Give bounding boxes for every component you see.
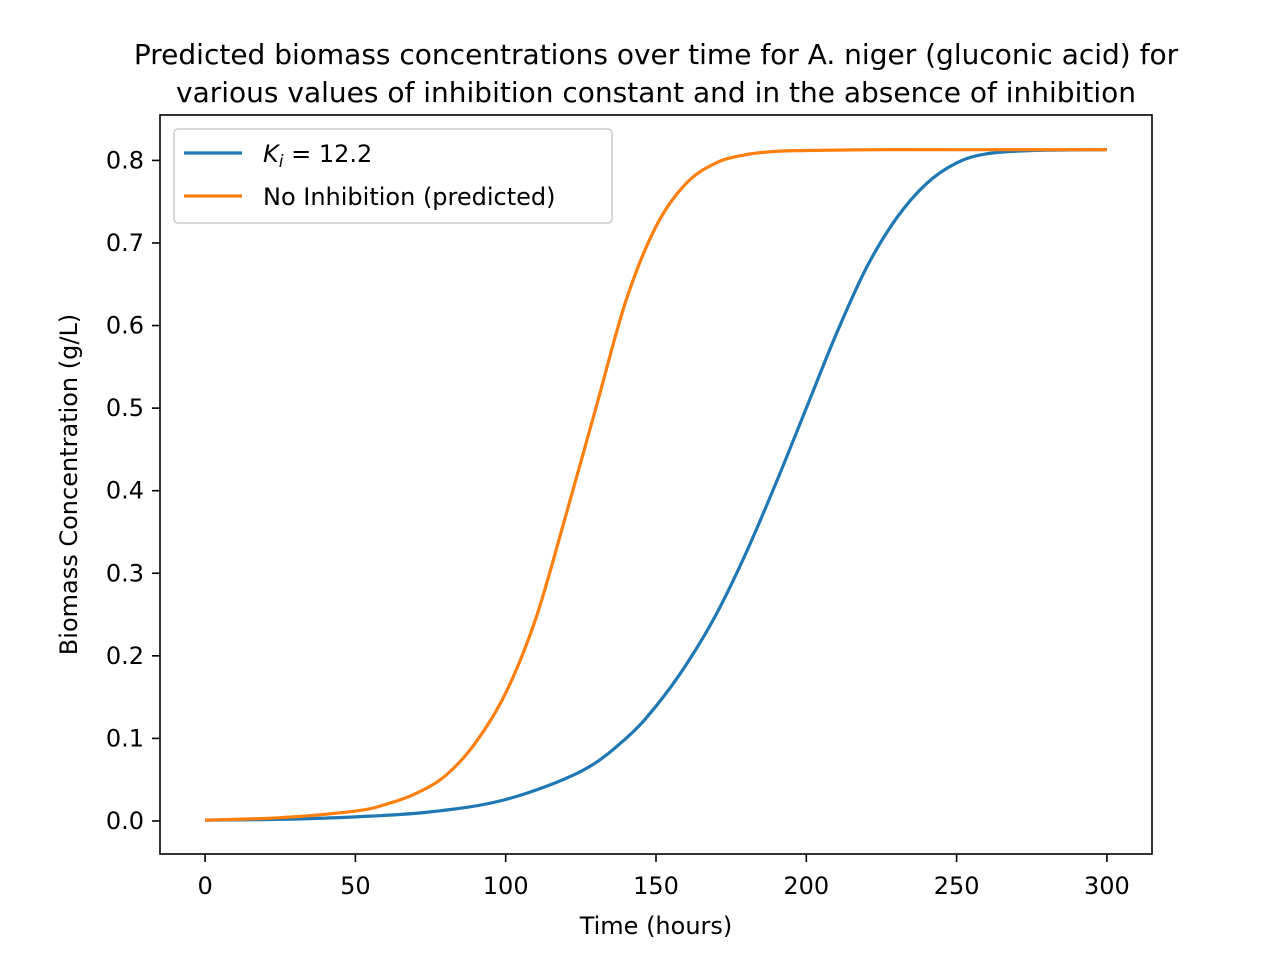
- y-tick-label: 0.7: [106, 229, 144, 257]
- x-axis-label: Time (hours): [579, 912, 733, 940]
- x-tick-label: 250: [934, 872, 980, 900]
- y-tick-label: 0.2: [106, 642, 144, 670]
- y-axis-label: Biomass Concentration (g/L): [55, 314, 83, 655]
- y-tick-label: 0.4: [106, 477, 144, 505]
- y-tick-label: 0.8: [106, 146, 144, 174]
- y-axis: 0.0 0.1 0.2 0.3 0.4 0.5 0.6 0.7 0.8: [106, 146, 160, 835]
- x-tick-label: 300: [1084, 872, 1130, 900]
- legend-label: Ki = 12.2: [263, 140, 372, 172]
- legend: Ki = 12.2 No Inhibition (predicted): [173, 128, 613, 224]
- x-tick-label: 100: [483, 872, 529, 900]
- y-tick-label: 0.3: [106, 559, 144, 587]
- chart-title-line: various values of inhibition constant an…: [176, 76, 1136, 109]
- y-tick-label: 0.1: [106, 724, 144, 752]
- x-tick-label: 150: [633, 872, 679, 900]
- legend-label: No Inhibition (predicted): [263, 183, 556, 211]
- series-line-0: [205, 148, 1107, 822]
- x-axis: 0 50 100 150 200 250 300: [197, 854, 1130, 900]
- chart-title-line: Predicted biomass concentrations over ti…: [134, 38, 1179, 71]
- y-tick-label: 0.6: [106, 312, 144, 340]
- series-lines: [205, 148, 1107, 822]
- chart-title: Predicted biomass concentrations over ti…: [134, 38, 1179, 109]
- y-tick-label: 0.5: [106, 394, 144, 422]
- plot-area: [159, 114, 1153, 855]
- x-tick-label: 200: [783, 872, 829, 900]
- x-tick-label: 50: [340, 872, 371, 900]
- y-tick-label: 0.0: [106, 807, 144, 835]
- legend-box: [173, 128, 613, 224]
- series-line-1: [205, 148, 1107, 822]
- x-tick-label: 0: [197, 872, 212, 900]
